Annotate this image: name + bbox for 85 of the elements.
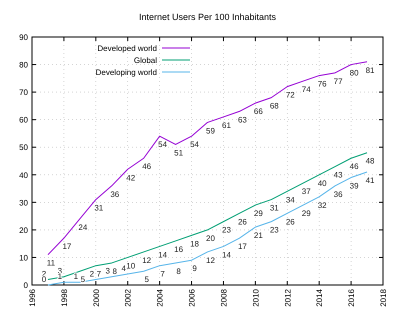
y-tick-label: 60	[19, 116, 29, 125]
data-label: 24	[78, 222, 88, 232]
data-label: 21	[254, 231, 264, 240]
legend-label: Developing world	[96, 68, 157, 77]
data-label: 0	[42, 275, 47, 284]
data-label: 16	[174, 244, 184, 254]
x-tick-label: 2000	[92, 288, 101, 307]
data-label: 2	[90, 269, 95, 278]
y-tick-label: 70	[19, 88, 29, 98]
data-label: 14	[158, 250, 168, 260]
y-tick-label: 30	[19, 198, 29, 208]
legend-label: Developed world	[97, 44, 157, 53]
data-label: 54	[190, 140, 200, 150]
legend-label: Global	[134, 56, 158, 65]
y-tick-label: 80	[19, 60, 29, 70]
data-label: 18	[190, 239, 200, 248]
data-label: 68	[270, 102, 280, 111]
data-label: 26	[238, 217, 248, 226]
data-label: 76	[318, 80, 328, 89]
y-tick-label: 90	[19, 33, 29, 42]
data-label: 48	[366, 156, 376, 166]
data-label: 46	[142, 162, 152, 172]
data-label: 7	[96, 270, 102, 279]
x-tick-label: 2006	[188, 288, 197, 307]
data-label: 36	[110, 190, 120, 199]
data-label: 46	[350, 162, 360, 172]
data-label: 23	[222, 226, 232, 235]
data-label: 59	[206, 126, 216, 136]
data-label: 7	[160, 270, 166, 279]
data-label: 17	[62, 242, 72, 252]
x-tick-label: 1996	[28, 288, 37, 307]
y-tick-label: 0	[24, 281, 29, 290]
data-label: 12	[206, 256, 216, 265]
x-tick-label: 1998	[60, 288, 69, 307]
data-label: 43	[334, 170, 344, 180]
data-label: 31	[94, 204, 104, 213]
data-label: 26	[286, 217, 296, 226]
chart-title: Internet Users Per 100 Inhabitants	[138, 12, 277, 22]
x-tick-label: 2016	[347, 288, 356, 307]
data-label: 54	[158, 140, 168, 150]
data-label: 8	[176, 266, 182, 276]
data-label: 31	[270, 204, 280, 213]
data-label: 36	[334, 190, 344, 199]
data-label: 34	[286, 195, 296, 204]
data-label: 17	[238, 242, 248, 252]
data-label: 20	[206, 234, 216, 243]
data-label: 74	[302, 85, 312, 94]
data-label: 11	[46, 258, 56, 268]
x-tick-label: 2018	[379, 288, 388, 307]
data-label: 8	[112, 266, 118, 276]
data-label: 32	[318, 200, 328, 210]
x-tick-label: 2014	[315, 288, 324, 307]
data-label: 4	[122, 264, 126, 273]
data-label: 72	[286, 90, 296, 100]
data-label: 66	[254, 107, 264, 116]
x-tick-label: 2012	[283, 288, 292, 307]
data-label: 40	[318, 178, 328, 188]
data-label: 77	[334, 76, 344, 86]
y-tick-label: 50	[19, 143, 29, 152]
data-label: 10	[126, 261, 136, 270]
data-label: 14	[222, 250, 232, 260]
data-label: 29	[254, 209, 264, 218]
data-label: 1	[74, 272, 79, 282]
y-tick-label: 40	[19, 170, 29, 180]
data-label: 12	[142, 256, 152, 265]
data-label: 61	[222, 120, 232, 130]
data-label: 37	[302, 187, 312, 196]
data-label: 51	[174, 148, 184, 158]
data-label: 29	[302, 209, 312, 218]
data-label: 9	[192, 264, 198, 274]
data-label: 81	[366, 66, 376, 75]
x-tick-label: 2010	[251, 288, 260, 307]
data-label: 42	[126, 173, 136, 182]
data-label: 39	[350, 182, 360, 191]
x-tick-label: 2004	[156, 288, 165, 307]
y-tick-label: 10	[19, 253, 29, 262]
data-label: 5	[144, 275, 150, 284]
data-label: 23	[270, 226, 280, 235]
x-tick-label: 2002	[124, 288, 133, 307]
x-tick-label: 2008	[219, 288, 228, 307]
data-label: 80	[350, 68, 360, 78]
data-label: 41	[366, 176, 376, 186]
y-tick-label: 20	[19, 226, 29, 235]
data-label: 3	[106, 266, 111, 276]
data-label: 63	[238, 115, 248, 124]
